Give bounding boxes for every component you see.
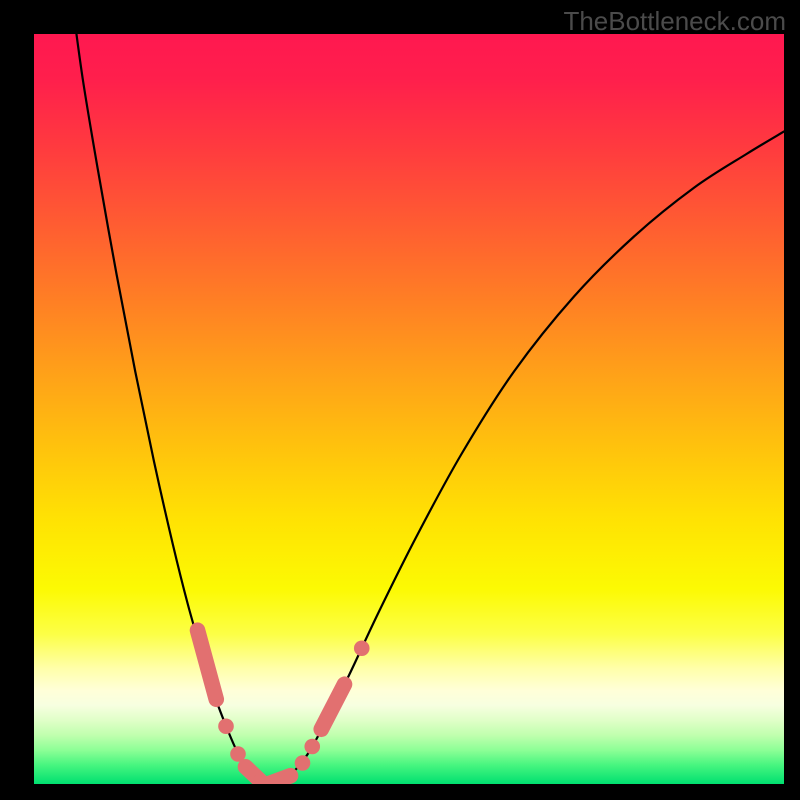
curve-overlay	[34, 34, 784, 784]
marker-dot	[354, 640, 370, 656]
marker-capsule	[198, 630, 217, 699]
curve-left	[72, 34, 271, 784]
marker-dot	[304, 739, 320, 755]
watermark-text: TheBottleneck.com	[563, 6, 786, 37]
marker-capsule	[268, 776, 291, 784]
marker-dot	[295, 755, 311, 771]
plot-area	[34, 34, 784, 784]
marker-capsule	[321, 684, 344, 729]
marker-group	[198, 630, 370, 784]
marker-dot	[218, 718, 234, 734]
chart-container: TheBottleneck.com	[0, 0, 800, 800]
